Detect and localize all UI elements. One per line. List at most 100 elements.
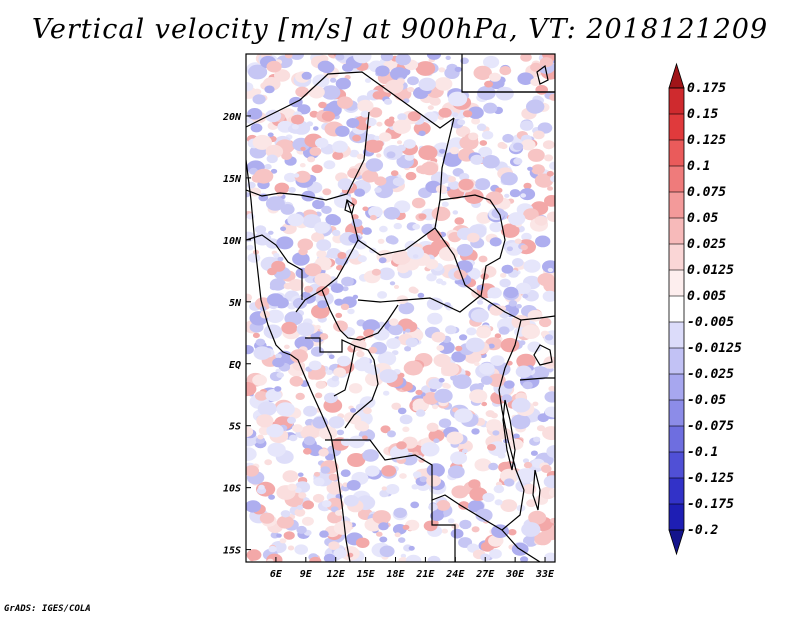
field-cell xyxy=(332,140,348,153)
field-cell xyxy=(455,126,471,137)
field-cell xyxy=(490,412,498,419)
field-cell xyxy=(489,304,504,316)
field-cell xyxy=(476,123,487,131)
field-cell xyxy=(474,458,492,472)
field-cell xyxy=(476,300,484,305)
field-cell xyxy=(534,173,554,188)
lat-tick-label: 5N xyxy=(229,298,242,309)
colorbar-label: -0.125 xyxy=(687,471,734,486)
colorbar-label: -0.175 xyxy=(687,497,734,512)
colorbar-label: 0.125 xyxy=(687,133,726,148)
field-cell xyxy=(314,392,323,399)
field-cell xyxy=(316,239,332,251)
border-east-africa xyxy=(520,315,555,321)
field-cell xyxy=(438,341,455,354)
field-cell xyxy=(543,356,555,367)
field-cell xyxy=(478,146,493,158)
field-cell xyxy=(324,392,338,404)
field-cell xyxy=(257,401,277,417)
field-cell xyxy=(548,385,555,392)
field-cell xyxy=(522,293,529,299)
field-cell xyxy=(267,267,277,276)
field-cell xyxy=(480,375,493,385)
colorbar: 0.175 0.15 0.125 0.1 0.075 0.05 0.025 0.0125 0.0… xyxy=(668,62,742,556)
grads-credit: GrADS: IGES/COLA xyxy=(4,604,91,614)
field-cell xyxy=(549,161,555,170)
lake-north xyxy=(536,64,549,85)
field-cell xyxy=(287,416,296,424)
field-cell xyxy=(431,206,451,221)
field-cell xyxy=(263,324,283,339)
field-cell xyxy=(511,414,531,430)
field-cell xyxy=(395,54,411,66)
field-cell xyxy=(276,533,282,538)
field-cell xyxy=(389,281,396,286)
colorbar-segment xyxy=(669,400,684,426)
field-cell xyxy=(287,545,295,551)
field-cell xyxy=(379,545,395,558)
field-cell xyxy=(546,445,555,458)
field-cell xyxy=(438,246,458,262)
field-cell xyxy=(445,55,451,61)
field-cell xyxy=(264,85,275,94)
lake-chad xyxy=(344,198,355,214)
colorbar-label: -0.075 xyxy=(687,419,734,434)
field-cell xyxy=(454,279,462,285)
field-cell xyxy=(466,232,480,243)
field-cell xyxy=(435,184,448,194)
field-cell xyxy=(530,450,538,456)
field-cell xyxy=(303,436,316,446)
field-cell xyxy=(481,130,494,140)
field-cell xyxy=(392,119,411,134)
field-cell xyxy=(393,284,400,289)
field-cell xyxy=(452,112,459,117)
field-cell xyxy=(447,518,455,524)
colorbar-segment xyxy=(669,270,684,296)
colorbar-segment xyxy=(669,218,684,244)
field-cell xyxy=(465,337,485,353)
field-cell xyxy=(500,337,520,353)
field-cell xyxy=(494,333,502,339)
field-cell xyxy=(430,510,444,521)
field-cell xyxy=(323,553,336,562)
field-cell xyxy=(332,151,344,160)
field-cell xyxy=(408,545,415,551)
field-cell xyxy=(544,195,555,207)
field-cell xyxy=(438,418,452,429)
field-cell xyxy=(268,545,277,553)
field-cell xyxy=(266,293,285,307)
field-cell xyxy=(337,252,347,259)
field-cell xyxy=(403,360,423,376)
field-cell xyxy=(267,132,274,138)
field-cell xyxy=(294,508,306,517)
field-cell xyxy=(530,62,542,72)
field-cell xyxy=(500,172,518,186)
field-cell xyxy=(347,308,355,315)
field-cell xyxy=(250,123,263,133)
field-cell xyxy=(303,405,318,417)
field-cell xyxy=(254,391,268,401)
field-cell xyxy=(291,114,305,125)
field-cell xyxy=(246,82,254,92)
field-cell xyxy=(340,303,350,310)
field-cell xyxy=(468,132,479,141)
field-cell xyxy=(531,164,545,175)
field-cell xyxy=(550,517,555,524)
field-cell xyxy=(326,497,344,512)
field-cell xyxy=(475,508,493,522)
field-cell xyxy=(323,160,336,170)
field-cell xyxy=(457,119,466,126)
field-cell xyxy=(432,404,439,410)
colorbar-segment xyxy=(669,452,684,478)
field-cell xyxy=(468,479,481,489)
field-cell xyxy=(426,297,444,311)
field-cell xyxy=(527,341,542,353)
field-cell xyxy=(328,473,339,481)
field-cell xyxy=(334,298,344,306)
field-cell xyxy=(374,135,380,141)
field-cell xyxy=(317,60,333,73)
field-cell xyxy=(396,140,403,145)
field-cell xyxy=(353,54,372,64)
field-cell xyxy=(412,471,422,478)
field-cell xyxy=(352,134,361,142)
